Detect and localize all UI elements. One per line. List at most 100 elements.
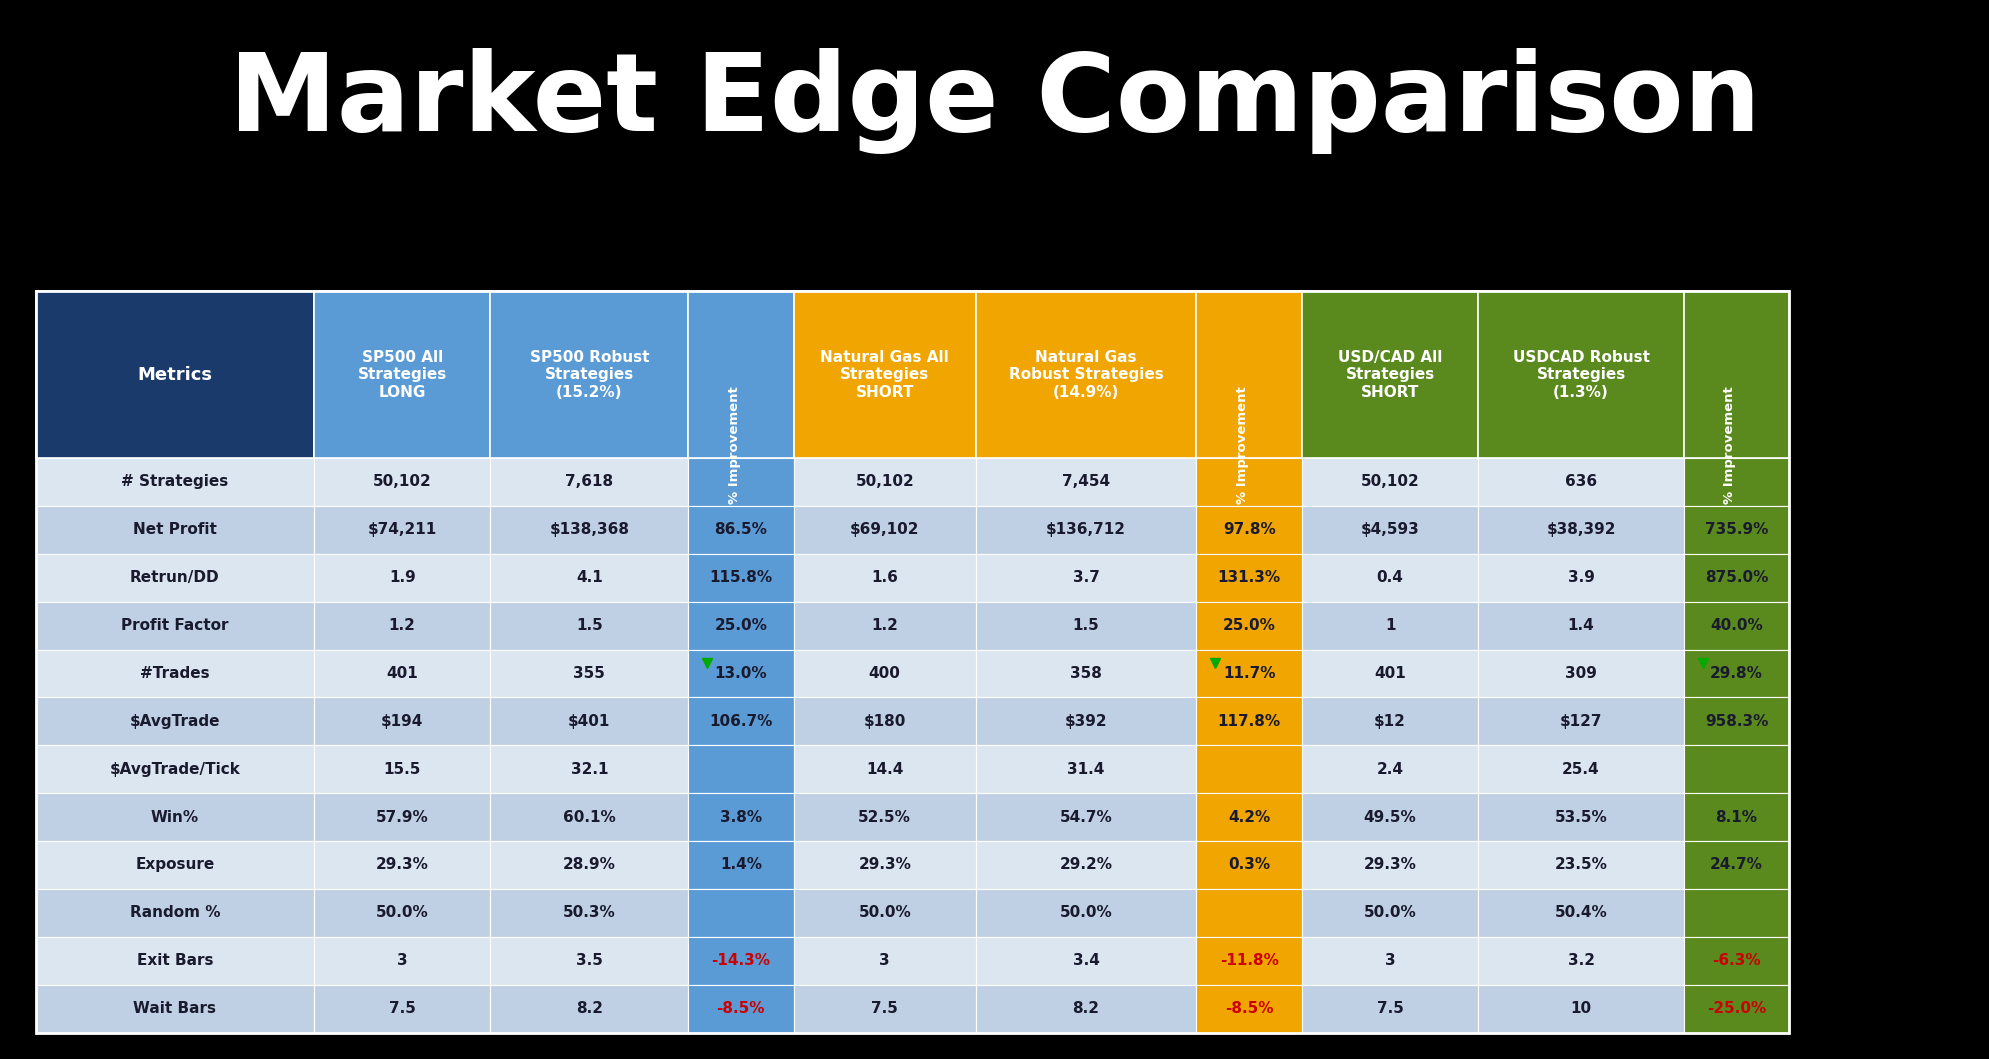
Bar <box>1195 649 1301 698</box>
Bar <box>1301 649 1478 698</box>
Text: 10: 10 <box>1569 1001 1591 1016</box>
Text: $401: $401 <box>567 714 611 729</box>
Bar <box>1478 985 1683 1033</box>
Bar <box>975 937 1195 985</box>
Bar <box>1478 554 1683 602</box>
Text: 8.2: 8.2 <box>1072 1001 1100 1016</box>
Text: 1.6: 1.6 <box>871 570 897 586</box>
Text: 1: 1 <box>1384 618 1394 633</box>
Text: 3: 3 <box>879 953 889 968</box>
Text: % Improvement: % Improvement <box>728 385 740 503</box>
Text: Exposure: Exposure <box>135 858 215 873</box>
Bar <box>489 602 688 649</box>
Bar <box>489 291 688 457</box>
Bar <box>489 457 688 506</box>
Bar <box>314 841 489 889</box>
Text: 15.5: 15.5 <box>384 761 422 776</box>
Text: 50.3%: 50.3% <box>563 905 615 920</box>
Text: $392: $392 <box>1064 714 1106 729</box>
Text: 358: 358 <box>1070 666 1102 681</box>
Text: 50,102: 50,102 <box>1360 474 1418 489</box>
Bar <box>36 889 314 937</box>
Text: 29.3%: 29.3% <box>1362 858 1416 873</box>
Bar <box>36 506 314 554</box>
Text: 25.4: 25.4 <box>1561 761 1599 776</box>
Text: 7.5: 7.5 <box>871 1001 897 1016</box>
Text: 3.8%: 3.8% <box>720 809 762 825</box>
Text: 50.0%: 50.0% <box>1060 905 1112 920</box>
Text: 3.7: 3.7 <box>1072 570 1100 586</box>
Bar <box>794 746 975 793</box>
Text: Market Edge Comparison: Market Edge Comparison <box>229 48 1760 154</box>
Bar <box>1301 746 1478 793</box>
Bar <box>1195 457 1301 506</box>
Bar <box>688 841 794 889</box>
Bar <box>1195 746 1301 793</box>
Bar <box>1301 889 1478 937</box>
Bar <box>975 554 1195 602</box>
Bar <box>314 291 489 457</box>
Bar <box>1301 841 1478 889</box>
Text: Profit Factor: Profit Factor <box>121 618 229 633</box>
Bar <box>688 291 794 457</box>
Bar <box>1195 554 1301 602</box>
Text: 97.8%: 97.8% <box>1221 522 1275 537</box>
Bar <box>489 937 688 985</box>
Bar <box>1683 698 1788 746</box>
Text: 4.1: 4.1 <box>575 570 603 586</box>
Bar <box>688 506 794 554</box>
Text: Metrics: Metrics <box>137 365 213 383</box>
Text: 7.5: 7.5 <box>388 1001 416 1016</box>
Bar <box>975 985 1195 1033</box>
Bar <box>1301 937 1478 985</box>
Bar <box>489 793 688 841</box>
Bar <box>489 698 688 746</box>
Text: 28.9%: 28.9% <box>563 858 615 873</box>
Text: Natural Gas All
Strategies
SHORT: Natural Gas All Strategies SHORT <box>819 349 949 399</box>
Text: 29.3%: 29.3% <box>376 858 428 873</box>
Bar <box>1478 889 1683 937</box>
Text: 106.7%: 106.7% <box>708 714 772 729</box>
Bar <box>314 698 489 746</box>
Bar <box>36 554 314 602</box>
Bar <box>36 746 314 793</box>
Text: 40.0%: 40.0% <box>1709 618 1762 633</box>
Bar <box>794 937 975 985</box>
Text: 1.9: 1.9 <box>388 570 416 586</box>
Bar <box>36 985 314 1033</box>
Bar <box>1301 698 1478 746</box>
Bar <box>36 793 314 841</box>
Bar <box>36 937 314 985</box>
Text: $127: $127 <box>1559 714 1601 729</box>
Bar <box>1301 554 1478 602</box>
Text: 1.2: 1.2 <box>388 618 416 633</box>
Text: 52.5%: 52.5% <box>857 809 911 825</box>
Text: 735.9%: 735.9% <box>1705 522 1768 537</box>
Text: Random %: Random % <box>129 905 221 920</box>
Text: 131.3%: 131.3% <box>1217 570 1281 586</box>
Text: 3.2: 3.2 <box>1567 953 1593 968</box>
Bar <box>1683 889 1788 937</box>
Text: SP500 All
Strategies
LONG: SP500 All Strategies LONG <box>358 349 448 399</box>
Bar <box>1683 649 1788 698</box>
Bar <box>688 985 794 1033</box>
Bar <box>688 602 794 649</box>
Bar <box>1301 291 1478 457</box>
Text: Win%: Win% <box>151 809 199 825</box>
Text: SP500 Robust
Strategies
(15.2%): SP500 Robust Strategies (15.2%) <box>529 349 648 399</box>
Text: -8.5%: -8.5% <box>1225 1001 1273 1016</box>
Text: 4.2%: 4.2% <box>1227 809 1269 825</box>
Text: 0.4: 0.4 <box>1376 570 1402 586</box>
Bar <box>688 457 794 506</box>
Bar <box>794 554 975 602</box>
Bar <box>975 649 1195 698</box>
Text: 11.7%: 11.7% <box>1223 666 1275 681</box>
Bar <box>1478 746 1683 793</box>
Text: $74,211: $74,211 <box>368 522 438 537</box>
Text: 86.5%: 86.5% <box>714 522 768 537</box>
Bar <box>1683 793 1788 841</box>
Bar <box>975 793 1195 841</box>
Bar <box>688 937 794 985</box>
Text: 14.4: 14.4 <box>865 761 903 776</box>
Text: Wait Bars: Wait Bars <box>133 1001 217 1016</box>
